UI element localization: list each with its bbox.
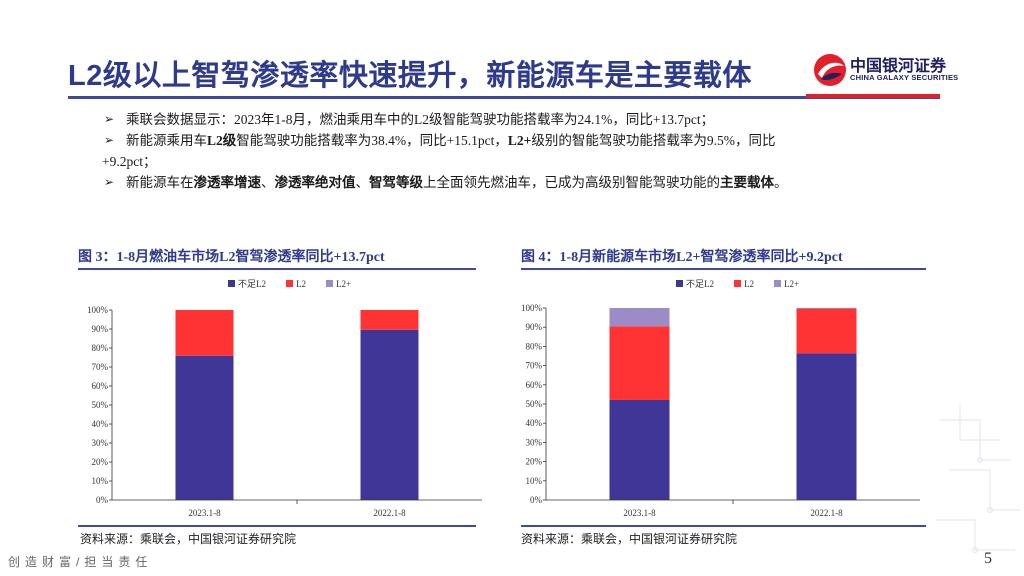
figure-3-source: 资料来源：乘联会，中国银河证券研究院 xyxy=(80,532,297,546)
bar-segment xyxy=(175,310,234,356)
y-tick-label: 90% xyxy=(92,324,109,334)
bar-segment xyxy=(796,353,857,500)
figure-4-chart: 不足L2 L2 L2+ 0% 10% 20% 30% 40% 50% 60% 70% 80% 90% 10… xyxy=(521,279,920,518)
bar-segment xyxy=(609,326,670,400)
y-tick-label: 30% xyxy=(526,437,543,447)
logo-english-name: CHINA GALAXY SECURITIES xyxy=(850,73,959,82)
title-underline xyxy=(68,96,940,99)
bar-segment xyxy=(360,329,419,500)
y-tick-label: 60% xyxy=(526,380,543,390)
legend-swatch xyxy=(774,280,781,287)
x-tick-label: 2022.1-8 xyxy=(810,508,843,518)
y-tick-label: 100% xyxy=(87,305,109,315)
y-tick-label: 10% xyxy=(92,476,109,486)
bullet-text: 乘联会数据显示：2023年1-8月，燃油乘用车中的L2级智能驾驶功能搭载率为24… xyxy=(126,112,715,127)
y-tick-label: 10% xyxy=(526,476,543,486)
y-tick-label: 30% xyxy=(92,438,109,448)
figure-3-rule xyxy=(78,268,476,270)
bar-segment xyxy=(175,355,234,500)
y-tick-label: 80% xyxy=(526,341,543,351)
bullet-arrow-icon: ➢ xyxy=(104,112,115,126)
bullet-emphasis: 渗透率绝对值 xyxy=(274,175,356,190)
figure-4-source: 资料来源：乘联会，中国银河证券研究院 xyxy=(521,532,738,546)
logo-chinese-name: 中国银河证券 xyxy=(850,58,947,75)
legend-label: 不足L2 xyxy=(238,279,266,289)
bullet-emphasis: 主要载体 xyxy=(720,175,774,190)
bullet-emphasis: L2+ xyxy=(507,133,532,148)
bullet-text: 智能驾驶功能搭载率为38.4%，同比+15.1pct， xyxy=(236,133,508,148)
bullet-emphasis: 渗透率增速 xyxy=(193,175,262,190)
y-tick-label: 70% xyxy=(92,362,109,372)
bullet-text: 级别的智能驾驶功能搭载率为9.5%，同比 xyxy=(531,133,776,148)
y-tick-label: 0% xyxy=(96,495,109,505)
figure-4-bottom-rule xyxy=(521,525,926,527)
x-tick-label: 2023.1-8 xyxy=(623,508,656,518)
y-tick-label: 0% xyxy=(530,495,543,505)
legend-swatch xyxy=(734,280,741,287)
legend-label: 不足L2 xyxy=(686,279,714,289)
bullet-item: ➢ 新能源车在渗透率增速、渗透率绝对值、智驾等级上全面领先燃油车，已成为高级别智能… xyxy=(104,172,954,193)
y-tick-label: 90% xyxy=(526,322,543,332)
y-tick-label: 20% xyxy=(92,457,109,467)
page-number: 5 xyxy=(984,550,992,567)
bar-segment xyxy=(360,310,419,330)
x-tick-label: 2023.1-8 xyxy=(188,508,221,518)
y-tick-label: 80% xyxy=(92,343,109,353)
y-tick-label: 20% xyxy=(526,457,543,467)
figure-3-chart: 不足L2 L2 L2+ 0% 10% 20% 30% 40% 50% 60% 70% 80% 90% 10… xyxy=(87,279,482,518)
title-underline-accent xyxy=(806,94,940,98)
y-tick-label: 50% xyxy=(92,400,109,410)
page-title: L2级以上智驾渗透率快速提升，新能源车是主要载体 xyxy=(68,60,752,92)
legend-label: L2 xyxy=(744,279,754,289)
figure-3-bottom-rule xyxy=(78,525,476,527)
bullet-emphasis: L2级 xyxy=(207,133,237,148)
bar-segment xyxy=(796,308,857,354)
bullet-continuation: +9.2pct； xyxy=(102,154,157,169)
bullet-text: 、 xyxy=(355,175,370,190)
footer-slogan: 创造财富/担当责任 xyxy=(8,555,153,569)
legend-label: L2+ xyxy=(784,279,799,289)
legend-label: L2 xyxy=(296,279,306,289)
figure-3-title: 图 3：1-8月燃油车市场L2智驾渗透率同比+13.7pct xyxy=(78,250,385,265)
bullet-emphasis: 智驾等级 xyxy=(369,175,423,190)
bullet-list: ➢ 乘联会数据显示：2023年1-8月，燃油乘用车中的L2级智能驾驶功能搭载率为2… xyxy=(102,109,954,193)
y-tick-label: 50% xyxy=(526,399,543,409)
bullet-arrow-icon: ➢ xyxy=(104,175,115,189)
figure-4-title: 图 4：1-8月新能源车市场L2+智驾渗透率同比+9.2pct xyxy=(521,250,843,265)
y-tick-label: 40% xyxy=(526,418,543,428)
circuit-pattern-decoration xyxy=(935,405,1020,554)
bar-segment xyxy=(609,399,670,500)
legend-swatch xyxy=(326,280,333,287)
x-tick-label: 2022.1-8 xyxy=(373,508,406,518)
bullet-text: 新能源乘用车 xyxy=(126,133,207,148)
bullet-arrow-icon: ➢ xyxy=(104,133,115,147)
galaxy-logo-icon xyxy=(814,54,846,86)
legend-swatch xyxy=(228,280,235,287)
y-tick-label: 40% xyxy=(92,419,109,429)
y-tick-label: 70% xyxy=(526,361,543,371)
legend-swatch xyxy=(676,280,683,287)
company-logo: 中国银河证券 CHINA GALAXY SECURITIES xyxy=(812,50,962,90)
bullet-item: ➢ 乘联会数据显示：2023年1-8月，燃油乘用车中的L2级智能驾驶功能搭载率为2… xyxy=(104,109,954,130)
bullet-text: 。 xyxy=(774,175,788,190)
figure-4-rule xyxy=(521,268,926,270)
legend-label: L2+ xyxy=(336,279,351,289)
bullet-text: 、 xyxy=(261,175,275,190)
bullet-item: ➢ 新能源乘用车L2级智能驾驶功能搭载率为38.4%，同比+15.1pct，L2+… xyxy=(104,130,954,151)
y-tick-label: 100% xyxy=(521,303,543,313)
bullet-text: 新能源车在 xyxy=(126,175,194,190)
legend-swatch xyxy=(286,280,293,287)
bar-segment xyxy=(609,308,670,327)
y-tick-label: 60% xyxy=(92,381,109,391)
bullet-text: 上全面领先燃油车，已成为高级别智能驾驶功能的 xyxy=(423,175,720,190)
bar-segment xyxy=(796,308,857,309)
